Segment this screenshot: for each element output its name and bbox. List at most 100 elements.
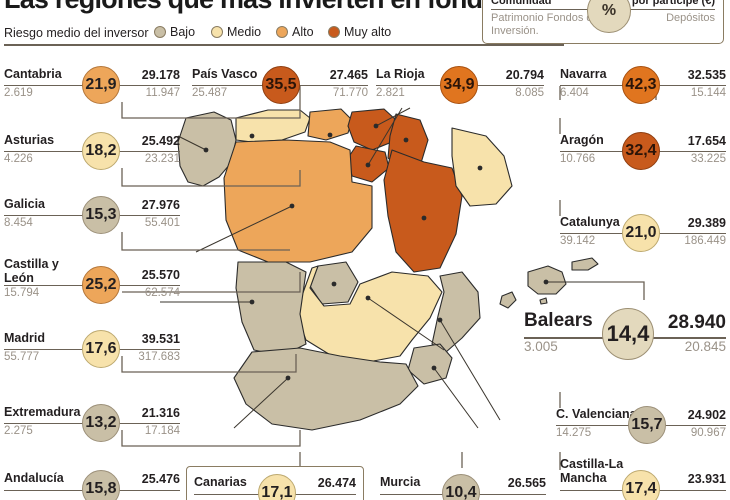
legend-swatch-muy-alto: [328, 26, 340, 38]
region-card-aragon[interactable]: Aragón 10.766 17.654 33.225 32,4: [560, 132, 726, 170]
key-legend-box: Comunidad Patrimonio medio por partícipe…: [482, 0, 724, 44]
region-depositos: 186.449: [684, 235, 726, 247]
region-card-castilla-la-mancha[interactable]: Castilla-La Mancha 23.931 17,4: [560, 457, 726, 500]
region-pct-circle: 25,2: [82, 266, 120, 304]
region-medio: 23.931: [687, 472, 726, 486]
region-card-castilla-y-leon[interactable]: Castilla y León 15.794 25.570 62.574 25,…: [4, 257, 180, 304]
leader-line-pais-vasco: [375, 107, 411, 127]
region-name: C. Valenciana: [556, 407, 637, 421]
region-depositos: 90.967: [690, 427, 726, 439]
map-region-castilla-la-mancha: [295, 265, 443, 363]
map-region-extremadura: [235, 261, 307, 357]
region-patrimonio: 2.619: [4, 87, 33, 99]
region-medio: 21.316: [141, 406, 180, 420]
region-name: Cantabria: [4, 67, 62, 81]
region-medio: 29.178: [141, 68, 180, 82]
region-name: Murcia: [380, 475, 421, 489]
map-region-asturias: [235, 109, 311, 143]
region-pct-circle: 15,3: [82, 196, 120, 234]
region-medio: 25.570: [141, 268, 180, 282]
region-name: Canarias: [194, 475, 247, 489]
region-pct-circle: 17,6: [82, 330, 120, 368]
legend-item-muy-alto[interactable]: Muy alto: [328, 25, 391, 39]
leader-line-murcia: [433, 367, 479, 429]
leader-line-cvalenciana: [439, 319, 501, 421]
region-patrimonio: 2.821: [376, 87, 405, 99]
region-card-balears[interactable]: Balears 3.005 28.940 20.845 14,4: [524, 308, 726, 360]
region-patrimonio: 4.226: [4, 153, 33, 165]
region-depositos: 8.085: [515, 87, 544, 99]
legend-label-alto: Alto: [292, 25, 314, 39]
region-card-catalunya[interactable]: Catalunya 39.142 29.389 186.449 21,0: [560, 214, 726, 252]
page-title: Las regiones que más invierten en fondos: [4, 0, 513, 15]
region-medio: 26.474: [317, 476, 356, 490]
region-card-asturias[interactable]: Asturias 4.226 25.492 23.231 18,2: [4, 132, 180, 170]
legend-item-bajo[interactable]: Bajo: [154, 25, 195, 39]
region-medio: 28.940: [667, 312, 726, 333]
map-region-balears-cabrera: [539, 297, 548, 305]
leader-line-castilla-leon: [195, 205, 293, 253]
region-card-c-valenciana[interactable]: C. Valenciana 14.275 24.902 90.967 15,7: [556, 406, 726, 444]
region-card-extremadura[interactable]: Extremadura 2.275 21.316 17.184 13,2: [4, 404, 180, 442]
legend-label-medio: Medio: [227, 25, 262, 39]
legend-item-alto[interactable]: Alto: [276, 25, 314, 39]
region-card-canarias[interactable]: Canarias 26.474 17,1: [194, 472, 356, 500]
region-depositos: 20.845: [684, 339, 726, 354]
region-patrimonio: 6.404: [560, 87, 589, 99]
region-pct-circle: 21,9: [82, 66, 120, 104]
leader-line-galicia: [177, 135, 207, 151]
map-anchor-dots: [203, 123, 549, 381]
key-patrimonio-medio-label: Patrimonio medio por partícipe (€): [631, 0, 715, 7]
region-card-madrid[interactable]: Madrid 55.777 39.531 317.683 17,6: [4, 330, 180, 368]
key-comunidad-label: Comunidad: [491, 0, 552, 7]
legend-label-bajo: Bajo: [170, 25, 196, 39]
region-depositos: 17.184: [144, 425, 180, 437]
region-card-cantabria[interactable]: Cantabria 2.619 29.178 11.947 21,9: [4, 66, 180, 104]
region-medio: 27.465: [329, 68, 368, 82]
region-medio: 26.565: [507, 476, 546, 490]
region-card-andalucia[interactable]: Andalucía 25.476 15,8: [4, 468, 180, 500]
region-card-pais-vasco[interactable]: País Vasco 25.487 27.465 71.770 35,5: [192, 66, 368, 104]
region-pct-circle: 17,1: [258, 474, 296, 500]
region-card-la-rioja[interactable]: La Rioja 2.821 20.794 8.085 34,9: [376, 66, 544, 104]
region-pct-circle: 34,9: [440, 66, 478, 104]
region-patrimonio: 25.487: [192, 87, 228, 99]
region-medio: 29.389: [687, 216, 726, 230]
region-name: Extremadura: [4, 405, 81, 419]
region-name: Asturias: [4, 133, 55, 147]
region-pct-circle: 15,8: [82, 470, 120, 500]
region-card-galicia[interactable]: Galicia 8.454 27.976 55.401 15,3: [4, 196, 180, 234]
region-patrimonio: 55.777: [4, 351, 40, 363]
region-name: Aragón: [560, 133, 604, 147]
legend-label-muy-alto: Muy alto: [344, 25, 392, 39]
leader-line-andalucia: [233, 377, 289, 429]
region-depositos: 62.574: [144, 287, 180, 299]
legend-swatch-bajo: [154, 26, 166, 38]
region-pct-circle: 15,7: [628, 406, 666, 444]
map-region-andalucia: [233, 347, 419, 431]
region-name: La Rioja: [376, 67, 425, 81]
header-divider: [4, 44, 564, 46]
connector-brackets: [121, 86, 657, 470]
region-card-murcia[interactable]: Murcia 26.565 10,4: [380, 472, 546, 500]
region-depositos: 317.683: [138, 351, 180, 363]
map-region-castilla-y-leon: [223, 139, 373, 263]
region-medio: 27.976: [141, 198, 180, 212]
region-medio: 32.535: [687, 68, 726, 82]
region-depositos: 71.770: [332, 87, 368, 99]
legend-item-medio[interactable]: Medio: [211, 25, 261, 39]
region-medio: 17.654: [687, 134, 726, 148]
region-name: Castilla-La Mancha: [560, 457, 624, 485]
map-region-murcia: [407, 343, 453, 385]
region-patrimonio: 8.454: [4, 217, 33, 229]
region-name: Andalucía: [4, 471, 64, 485]
region-pct-circle: 13,2: [82, 404, 120, 442]
map-region-balears-ibiza: [499, 291, 517, 309]
region-patrimonio: 14.275: [556, 427, 592, 439]
region-name: Galicia: [4, 197, 45, 211]
region-patrimonio: 10.766: [560, 153, 596, 165]
key-patrimonio-fondos-label: Patrimonio Fondos de Inversión.: [491, 12, 599, 37]
region-card-navarra[interactable]: Navarra 6.404 32.535 15.144 42,3: [560, 66, 726, 104]
